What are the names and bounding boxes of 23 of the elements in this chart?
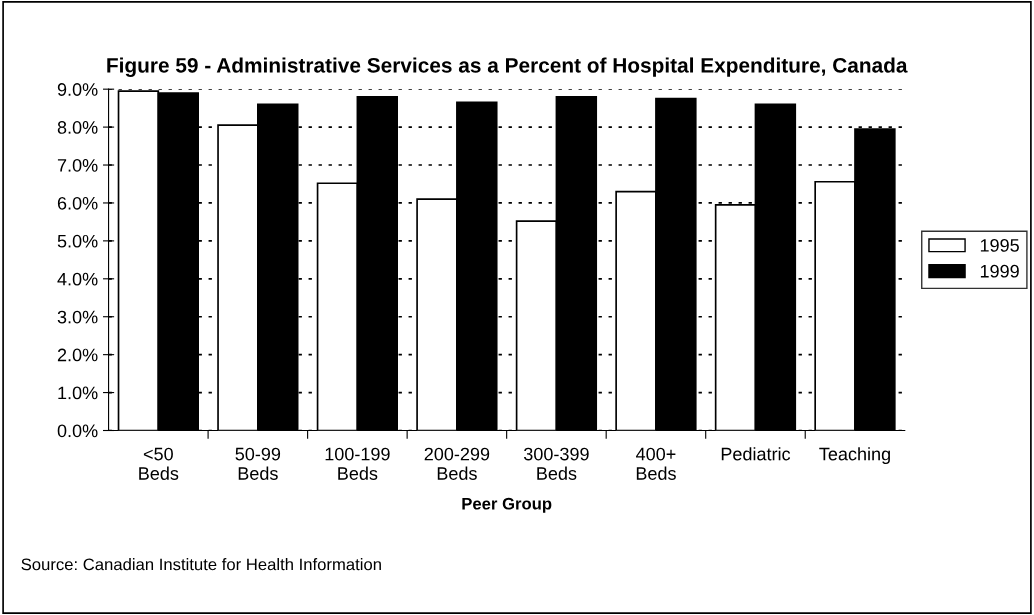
x-tick-label: 200-299 Beds [424, 447, 490, 480]
y-tick-label: 9.0% [57, 83, 98, 96]
x-axis-title: Peer Group [462, 497, 552, 513]
y-tick-label: 0.0% [57, 424, 98, 438]
x-tick-label: 400+ Beds [636, 447, 676, 480]
x-tick-label: 50-99 Beds [235, 447, 281, 480]
y-tick-label: 4.0% [57, 272, 98, 286]
x-tick-label: <50 Beds [139, 447, 179, 480]
y-tick-label: 1.0% [58, 386, 98, 400]
x-tick-label: 100-199 Beds [325, 447, 390, 480]
source-note: Source: Canadian Institute for Health Information [21, 558, 381, 571]
chart-title: Figure 59 - Administrative Services as a Percent of Hospital Expenditure, Canada [107, 57, 908, 77]
y-tick-label: 7.0% [57, 158, 98, 172]
y-tick-label: 6.0% [57, 196, 98, 210]
legend-label: 1995 [980, 238, 1019, 252]
y-tick-label: 2.0% [57, 348, 98, 362]
y-tick-label: 3.0% [57, 310, 98, 324]
y-tick-label: 5.0% [57, 234, 98, 248]
x-tick-label: Pediatric [721, 447, 791, 461]
x-tick-label: 300-399 Beds [523, 447, 589, 480]
legend-label: 1999 [980, 264, 1019, 278]
y-tick-label: 8.0% [57, 121, 98, 134]
x-tick-label: Teaching [819, 447, 890, 464]
